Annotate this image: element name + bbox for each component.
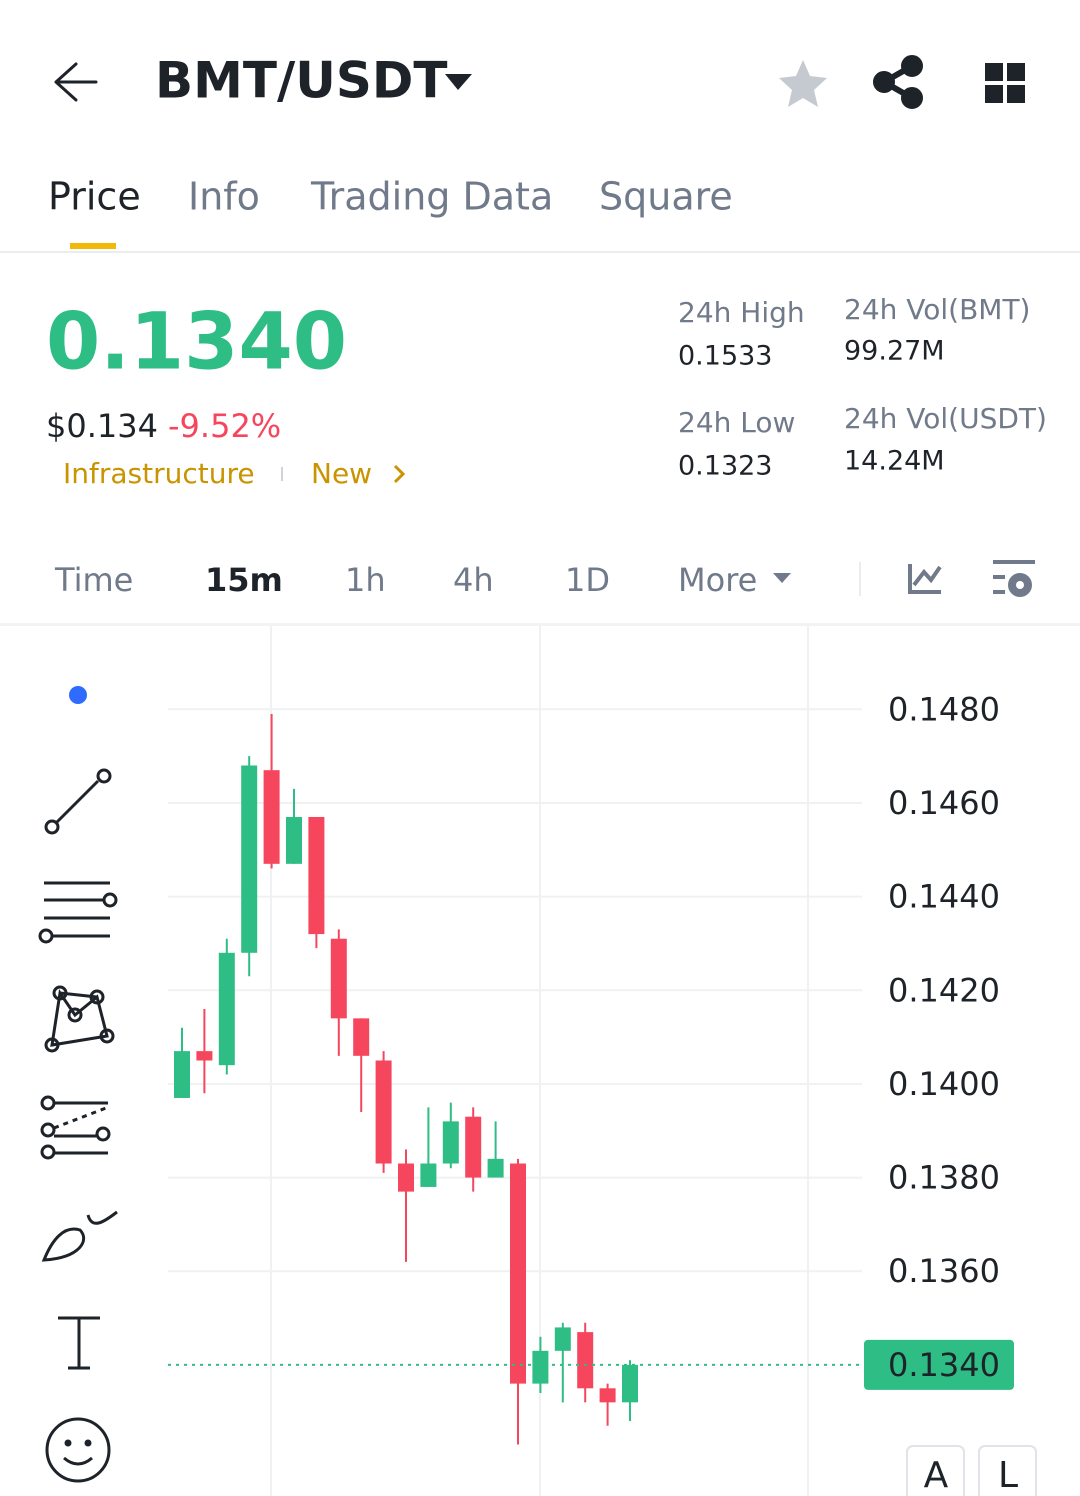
tag[interactable]: Infrastructure bbox=[63, 457, 255, 490]
tab[interactable]: Trading Data bbox=[310, 175, 553, 219]
tag[interactable]: New bbox=[311, 457, 372, 490]
interval[interactable]: 15m bbox=[205, 561, 283, 599]
stat-label: 24h Vol(USDT) bbox=[844, 402, 1047, 435]
y-tick-label: 0.1460 bbox=[888, 784, 1000, 822]
tool-emoji[interactable] bbox=[45, 1417, 111, 1483]
stat-label: 24h Low bbox=[678, 406, 795, 439]
y-tick-label: 0.1380 bbox=[888, 1159, 1000, 1197]
candle-body bbox=[577, 1332, 594, 1389]
y-tick-label: 0.1480 bbox=[888, 690, 1000, 728]
candle-body bbox=[554, 1327, 571, 1351]
candle-body bbox=[375, 1060, 392, 1164]
last-price-label: 0.1340 bbox=[888, 1346, 1000, 1384]
tool-horizontal-lines[interactable] bbox=[38, 881, 118, 944]
candle-body bbox=[263, 770, 280, 864]
candle-body bbox=[353, 1018, 370, 1056]
more-dropdown[interactable] bbox=[773, 573, 791, 583]
share-icon[interactable] bbox=[873, 55, 923, 109]
interval[interactable]: Time bbox=[54, 561, 133, 599]
last-price: 0.1340 bbox=[46, 297, 347, 387]
menu-icon[interactable] bbox=[985, 63, 1025, 103]
stat-label: 24h Vol(BMT) bbox=[844, 293, 1030, 326]
tag-chevron[interactable] bbox=[393, 464, 406, 484]
divider bbox=[0, 623, 1080, 626]
tab[interactable]: Price bbox=[48, 175, 141, 219]
tool-pattern[interactable] bbox=[44, 985, 115, 1053]
candle-body bbox=[398, 1163, 414, 1192]
y-tick-label: 0.1400 bbox=[888, 1065, 1000, 1103]
candle-body bbox=[442, 1121, 459, 1164]
scale-button-label[interactable]: A bbox=[924, 1455, 949, 1496]
scale-button[interactable] bbox=[906, 1445, 965, 1496]
y-tick-label: 0.1420 bbox=[888, 971, 1000, 1009]
candle-body bbox=[487, 1158, 504, 1178]
candle-body bbox=[241, 765, 258, 953]
tool-brush[interactable] bbox=[41, 1210, 118, 1262]
candle-body bbox=[330, 938, 347, 1019]
candle-body bbox=[308, 816, 325, 935]
tab[interactable]: Square bbox=[599, 175, 733, 219]
candle-body bbox=[622, 1364, 638, 1403]
tool-text[interactable] bbox=[58, 1316, 100, 1370]
candle-body bbox=[599, 1388, 616, 1403]
candle-body bbox=[465, 1116, 482, 1178]
interval[interactable]: 1h bbox=[345, 561, 386, 599]
back-button[interactable] bbox=[54, 62, 98, 102]
tool-fib[interactable] bbox=[40, 1095, 111, 1160]
interval[interactable]: 1D bbox=[565, 561, 610, 599]
candle-body bbox=[510, 1163, 526, 1384]
pair-title[interactable]: BMT/USDT bbox=[155, 52, 447, 110]
candle-body bbox=[420, 1163, 437, 1187]
price-change: -9.52% bbox=[168, 407, 281, 445]
stat-label: 24h High bbox=[678, 296, 805, 329]
interval[interactable]: 4h bbox=[453, 561, 494, 599]
candle-body bbox=[532, 1350, 549, 1384]
stat-value: 14.24M bbox=[844, 446, 945, 477]
favorite-icon[interactable] bbox=[779, 60, 827, 107]
interval[interactable]: More bbox=[678, 561, 757, 599]
candle-body bbox=[286, 816, 302, 864]
candle-body bbox=[174, 1051, 190, 1098]
stat-value: 0.1533 bbox=[678, 341, 772, 372]
indicator-icon[interactable] bbox=[908, 564, 942, 594]
y-tick-label: 0.1360 bbox=[888, 1252, 1000, 1290]
candle-body bbox=[196, 1051, 213, 1061]
tool-trend-line[interactable] bbox=[44, 768, 112, 835]
candle-body bbox=[218, 952, 235, 1066]
usd-price: $0.134 bbox=[46, 407, 158, 445]
tag-divider bbox=[281, 467, 283, 481]
last-price-box bbox=[864, 1339, 1014, 1390]
stat-value: 99.27M bbox=[844, 336, 945, 367]
tool-indicator bbox=[69, 686, 87, 704]
scale-button[interactable] bbox=[978, 1445, 1037, 1496]
scale-button-label[interactable]: L bbox=[998, 1455, 1018, 1496]
settings-icon[interactable] bbox=[993, 560, 1035, 597]
stat-value: 0.1323 bbox=[678, 451, 772, 482]
y-tick-label: 0.1440 bbox=[888, 878, 1000, 916]
divider bbox=[0, 251, 1080, 253]
pair-dropdown[interactable] bbox=[445, 74, 472, 90]
tab[interactable]: Info bbox=[188, 175, 260, 219]
candlestick-chart: 0.1480 0.1460 0.1440 0.1420 0.1400 0.1380 0.13… bbox=[168, 690, 1014, 1445]
tab-indicator bbox=[70, 243, 116, 249]
divider bbox=[859, 562, 861, 596]
